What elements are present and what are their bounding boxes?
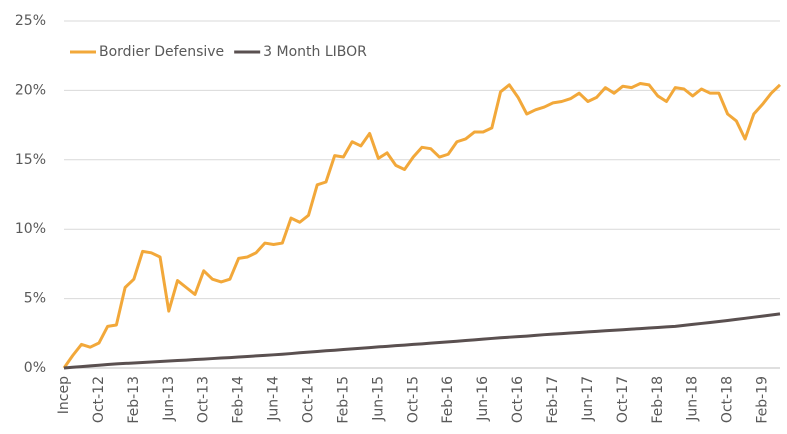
x-tick-label: Oct-12 [91, 376, 107, 423]
x-tick-label: Incep [56, 376, 72, 414]
x-tick-label: Oct-18 [720, 376, 736, 423]
x-tick-label: Jun-18 [685, 376, 701, 422]
x-tick-label: Feb-15 [335, 376, 351, 424]
y-tick-label: 10% [15, 221, 46, 237]
legend-label: 3 Month LIBOR [263, 44, 367, 60]
x-tick-label: Jun-13 [161, 376, 177, 422]
y-tick-label: 0% [24, 360, 46, 376]
x-tick-label: Oct-14 [300, 376, 316, 423]
series-line [63, 312, 781, 370]
x-tick-label: Jun-17 [580, 376, 596, 422]
y-tick-label: 5% [24, 291, 46, 307]
x-tick-label: Oct-17 [615, 376, 631, 423]
x-tick-label: Jun-16 [475, 376, 491, 422]
x-tick-label: Oct-16 [510, 376, 526, 423]
x-tick-label: Feb-18 [650, 376, 666, 424]
x-tick-label: Feb-16 [440, 376, 456, 424]
x-tick-label: Feb-14 [231, 376, 247, 424]
series-line [62, 81, 782, 369]
x-tick-label: Feb-17 [545, 376, 561, 424]
y-tick-label: 15% [15, 152, 46, 168]
y-tick-label: 20% [15, 82, 46, 98]
legend-label: Bordier Defensive [99, 44, 224, 60]
x-tick-label: Jun-15 [370, 376, 386, 422]
x-tick-label: Feb-19 [755, 376, 771, 424]
x-tick-label: Jun-14 [266, 376, 282, 422]
x-tick-label: Feb-13 [126, 376, 142, 424]
y-tick-label: 25% [15, 13, 46, 29]
x-tick-label: Oct-13 [196, 376, 212, 423]
x-tick-label: Oct-15 [405, 376, 421, 423]
